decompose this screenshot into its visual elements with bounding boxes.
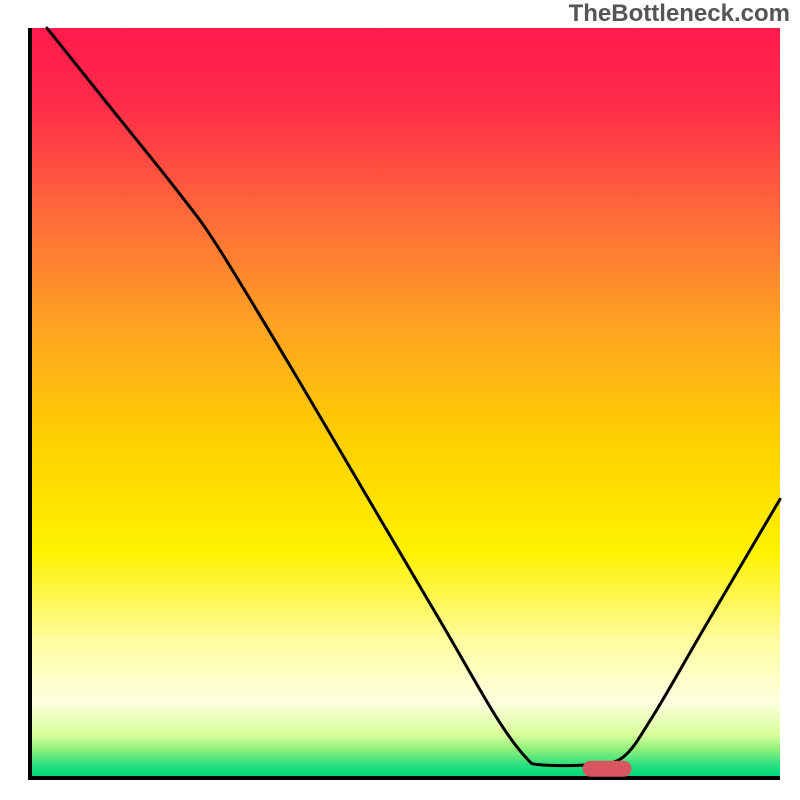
- bottleneck-curve: [47, 28, 780, 766]
- chart-container: TheBottleneck.com: [0, 0, 800, 800]
- curve-layer: [32, 28, 780, 776]
- plot-area: [28, 28, 780, 780]
- watermark-text: TheBottleneck.com: [569, 0, 790, 28]
- optimal-marker: [583, 760, 632, 777]
